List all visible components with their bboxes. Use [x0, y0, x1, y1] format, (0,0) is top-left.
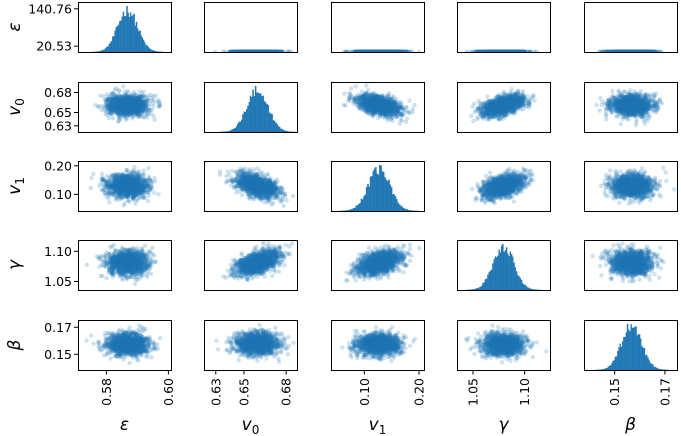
panel-frame [332, 3, 425, 53]
scatter-point [394, 50, 398, 54]
histogram-bar [125, 16, 126, 52]
histogram-bar [124, 16, 125, 52]
scatter-point [464, 50, 468, 54]
scatter-point [221, 50, 225, 54]
panel-frame [205, 3, 298, 53]
scatter-point [269, 50, 273, 54]
histogram-bar [105, 48, 106, 52]
histogram-bar [143, 40, 144, 52]
scatter-point [470, 50, 474, 54]
scatter-point [487, 50, 491, 54]
histogram-bar [149, 49, 150, 53]
scatter-point [347, 50, 351, 54]
scatter-point [251, 50, 255, 54]
panel-eps-vs-gamma [458, 3, 551, 55]
histogram-bar [106, 47, 107, 52]
scatter-point [505, 50, 509, 54]
scatter-point [474, 50, 478, 54]
histogram-bar [100, 51, 101, 52]
histogram-bar [155, 51, 156, 52]
histogram-bar [156, 51, 157, 52]
scatter-point [410, 50, 414, 54]
histogram-bar [140, 31, 141, 52]
scatter-point [535, 50, 539, 54]
histogram-bar [147, 45, 148, 52]
histogram-bar [113, 36, 114, 52]
histogram-bar [107, 47, 108, 52]
histogram-bar [144, 42, 145, 52]
scatter-point [597, 50, 601, 54]
histogram-bar [104, 50, 105, 52]
histogram-bar [137, 29, 138, 52]
scatter-point [511, 50, 515, 54]
histogram-bar [112, 37, 113, 52]
scatter-point [386, 50, 390, 54]
scatter-point [526, 50, 530, 54]
panel-eps-vs-eps [79, 3, 172, 53]
panels-layer [79, 3, 678, 371]
histogram-bar [148, 47, 149, 52]
histogram-bar [145, 45, 146, 52]
scatter-point [492, 50, 496, 54]
histogram-bar [126, 6, 127, 52]
scatter-point [515, 50, 519, 54]
histogram-bar [141, 36, 142, 52]
scatter-points [213, 50, 294, 54]
histogram-bar [150, 49, 151, 52]
scatter-point [213, 50, 217, 54]
scatter-points [597, 50, 664, 54]
histogram-bar [103, 50, 104, 52]
histogram-bar [134, 14, 135, 52]
scatter-point [367, 50, 371, 54]
scatter-point [261, 50, 265, 54]
panel-eps-vs-v1 [332, 3, 425, 55]
histogram-bar [154, 51, 155, 52]
histogram-bar [99, 51, 100, 52]
scatter-point [356, 50, 360, 54]
histogram-bar [101, 50, 102, 52]
scatter-points [342, 50, 421, 54]
scatter-point [403, 50, 407, 54]
scatter-point [382, 50, 386, 54]
histogram-bar [123, 12, 124, 52]
histogram-bar [115, 31, 116, 52]
histogram-bar [120, 21, 121, 52]
scatter-point [480, 50, 484, 54]
histogram-bar [122, 17, 123, 52]
scatter-point [289, 50, 293, 54]
scatter-point [242, 50, 246, 54]
histogram-bar [117, 26, 118, 52]
panel-frame [458, 3, 551, 53]
histogram-bar [109, 44, 110, 52]
histogram-bar [132, 15, 133, 52]
histogram-bar [131, 16, 132, 52]
histogram-bar [138, 31, 139, 52]
histogram-bar [142, 38, 143, 52]
histogram-bar [151, 50, 152, 52]
scatter-point [417, 50, 421, 54]
histogram-bar [110, 43, 111, 52]
histogram-bar [135, 26, 136, 52]
scatter-point [376, 50, 380, 54]
histogram-bar [136, 22, 137, 52]
panel-eps-vs-beta [585, 3, 678, 55]
histogram-bar [130, 13, 131, 52]
scatter-point [232, 50, 236, 54]
histogram-bar [118, 25, 119, 52]
histogram-bar [153, 50, 154, 52]
histogram-bar [129, 17, 130, 52]
scatter-point [276, 50, 280, 54]
histogram-bar [128, 13, 129, 52]
scatter-points [464, 50, 540, 54]
panel-eps-vs-v0 [205, 3, 298, 55]
histogram-bar [116, 27, 117, 52]
histogram-bar [111, 41, 112, 52]
histogram-bar [119, 21, 120, 52]
